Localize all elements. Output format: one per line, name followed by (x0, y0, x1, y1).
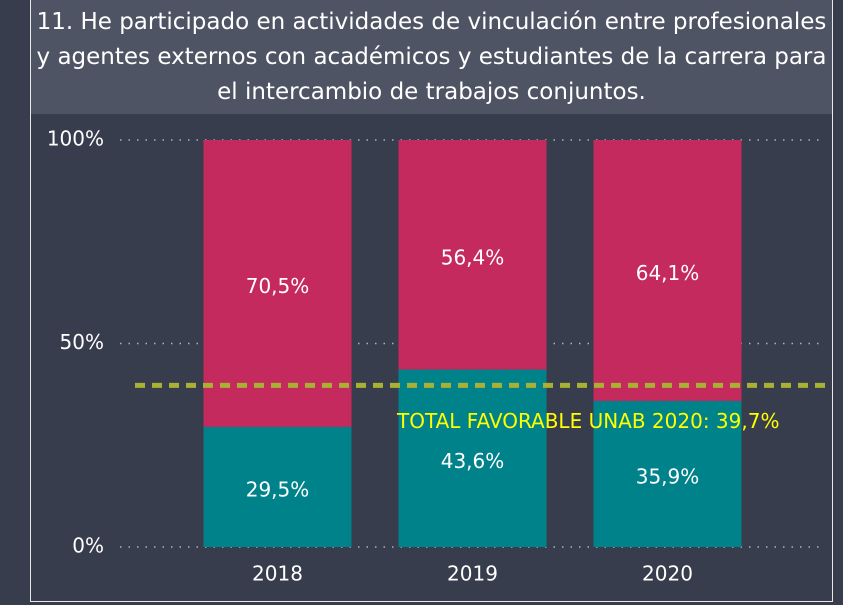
y-tick-label: 50% (60, 330, 104, 354)
value-label: 29,5% (246, 477, 310, 501)
value-label: 56,4% (441, 245, 505, 269)
y-tick-label: 0% (72, 534, 104, 558)
bar-segment (593, 400, 742, 547)
x-tick-label: 2018 (252, 562, 303, 586)
x-tick-label: 2019 (447, 562, 498, 586)
bar-segment (593, 140, 742, 401)
bar-segment (398, 369, 547, 547)
reference-label: TOTAL FAVORABLE UNAB 2020: 39,7% (396, 409, 779, 433)
value-label: 64,1% (636, 261, 700, 285)
frame (30, 0, 833, 602)
bar-segment (398, 140, 547, 370)
x-tick-label: 2020 (642, 562, 693, 586)
value-label: 70,5% (246, 274, 310, 298)
value-label: 35,9% (636, 464, 700, 488)
y-tick-label: 100% (47, 127, 104, 151)
bar-segment (203, 140, 352, 427)
value-label: 43,6% (441, 449, 505, 473)
bar-segment (203, 426, 352, 547)
chart-title: 11. He participado en actividades de vin… (31, 0, 832, 114)
